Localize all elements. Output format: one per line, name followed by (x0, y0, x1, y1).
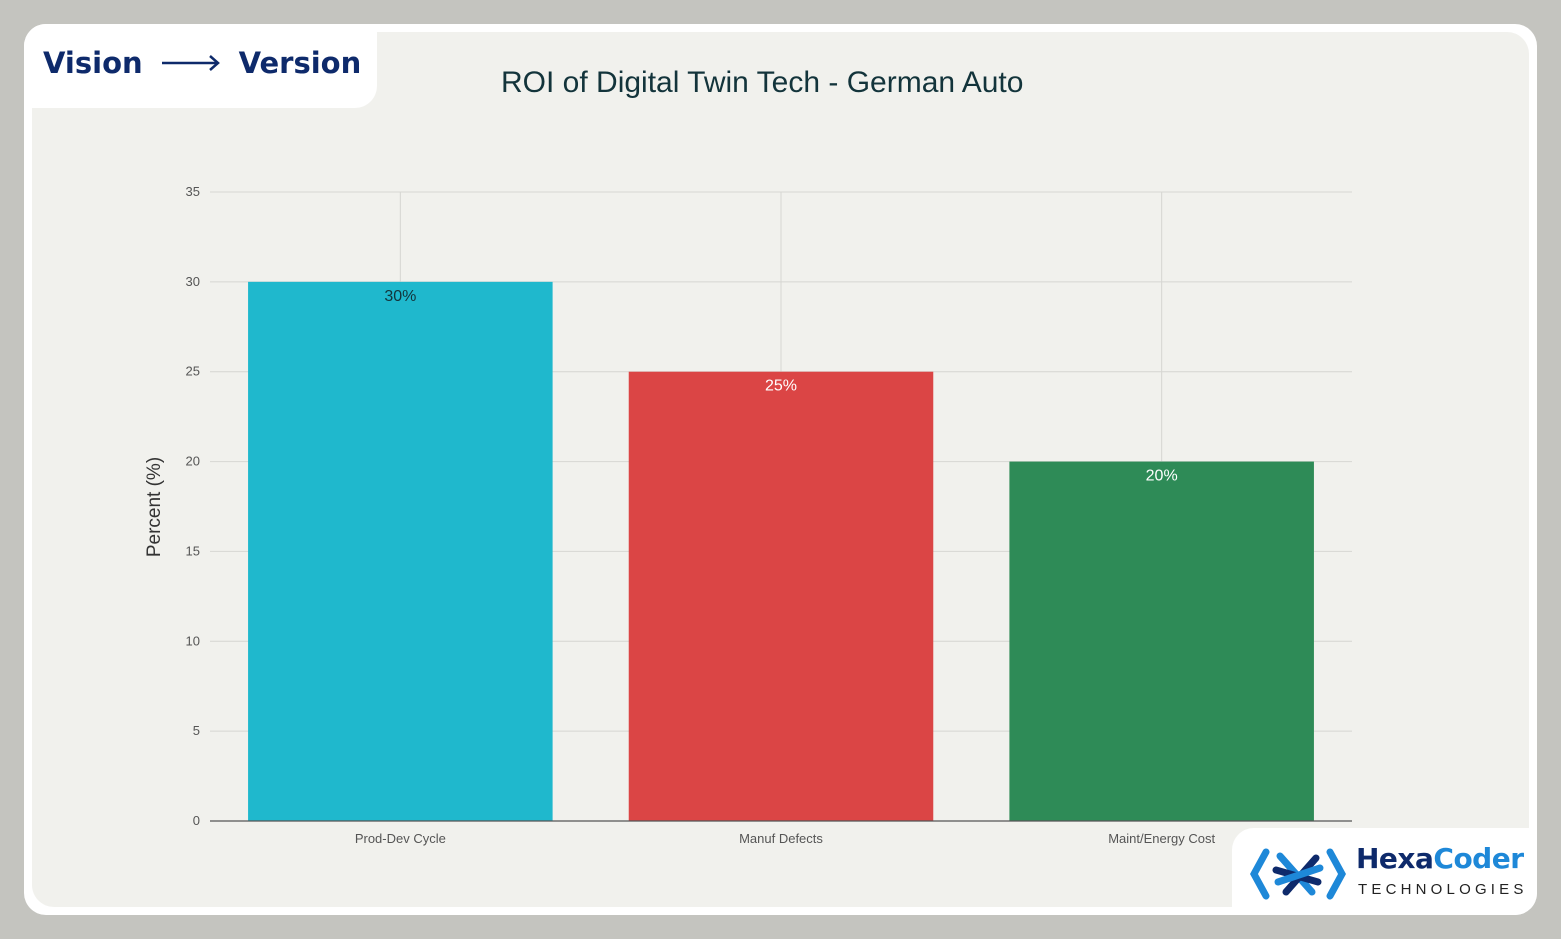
y-tick-label: 30 (186, 274, 200, 289)
y-tick-label: 35 (186, 184, 200, 199)
hexacoder-brackets-icon (1250, 848, 1346, 900)
header-right: Version (238, 46, 362, 80)
logo-name-part1: Hexa (1356, 842, 1434, 875)
x-tick-label: Prod-Dev Cycle (355, 831, 446, 846)
y-axis-label: Percent (%) (144, 457, 165, 557)
header-left: Vision (43, 46, 143, 80)
y-tick-label: 25 (186, 364, 200, 379)
bar (248, 281, 553, 821)
data-label: 30% (384, 288, 416, 305)
y-tick-label: 15 (186, 543, 200, 558)
data-label: 20% (1146, 468, 1178, 485)
chart-title: ROI of Digital Twin Tech - German Auto (501, 66, 1024, 99)
logo-name-part2: Coder (1433, 842, 1524, 875)
long-right-arrow-icon (161, 55, 220, 71)
bar (628, 371, 934, 821)
logo-subtitle: TECHNOLOGIES (1358, 881, 1528, 898)
y-tick-label: 10 (186, 633, 200, 648)
y-tick-label: 5 (193, 723, 200, 738)
logo-name: HexaCoder (1356, 842, 1524, 875)
x-tick-label: Maint/Energy Cost (1108, 831, 1215, 846)
y-tick-label: 0 (193, 813, 200, 828)
header-tab (24, 24, 377, 108)
y-tick-label: 20 (186, 454, 200, 469)
header-brand: Vision Version (43, 46, 361, 80)
bar (1009, 461, 1314, 821)
logo-box: HexaCoder TECHNOLOGIES (1232, 828, 1537, 915)
data-label: 25% (765, 378, 797, 395)
x-tick-label: Manuf Defects (739, 831, 823, 846)
